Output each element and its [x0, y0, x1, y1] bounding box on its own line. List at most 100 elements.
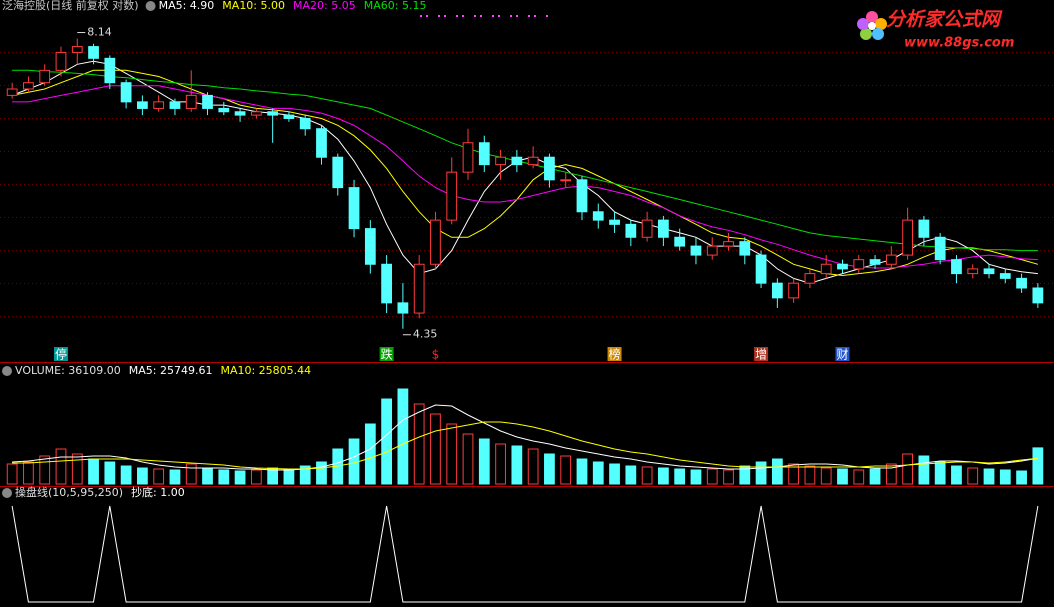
volume-bar — [723, 469, 734, 485]
panel-toggle — [2, 366, 12, 376]
candle-body — [918, 219, 930, 238]
candle-body — [820, 263, 832, 275]
candle-body — [885, 254, 897, 265]
volume-bar — [234, 470, 246, 485]
candle-body — [462, 142, 474, 173]
candle-body — [788, 282, 800, 299]
ma-line — [12, 421, 1038, 470]
volume-bar — [576, 458, 588, 485]
header-dot — [534, 15, 536, 17]
volume-bar — [625, 465, 637, 485]
candle-body — [413, 263, 425, 314]
candle-body — [6, 88, 18, 96]
volume-bar — [104, 461, 116, 485]
volume-bar — [267, 467, 279, 485]
volume-bar — [804, 465, 816, 485]
volume-bar — [137, 467, 148, 485]
header-dot — [456, 15, 458, 17]
candle-body — [202, 94, 213, 109]
legend-label: 抄底: 1.00 — [131, 485, 185, 499]
ma-line — [12, 69, 1039, 277]
volume-bar — [690, 469, 702, 485]
volume-bar — [430, 413, 441, 485]
candle-body — [983, 268, 995, 275]
volume-bar — [527, 448, 539, 485]
legend-label: 操盘线(10,5,95,250) — [15, 485, 123, 499]
volume-bar — [55, 448, 67, 485]
header-dot — [438, 15, 440, 17]
volume-bar — [1032, 447, 1044, 485]
candle-body — [755, 254, 767, 284]
volume-bar — [755, 461, 767, 485]
candle-body — [674, 236, 686, 247]
candle-body — [853, 259, 865, 270]
header-dot — [420, 15, 422, 17]
candle-body — [739, 241, 751, 256]
volume-bar — [999, 469, 1011, 485]
volume-bar — [202, 468, 213, 485]
candle-body — [869, 259, 881, 265]
legend-label: MA60: 5.15 — [364, 0, 427, 12]
volume-bar — [967, 467, 979, 485]
candle-body — [88, 46, 99, 59]
header-dot — [516, 15, 518, 17]
volume-bar — [609, 463, 620, 485]
annotation: 8.14 — [87, 26, 112, 39]
volume-bar — [283, 468, 295, 485]
volume-bar — [299, 465, 311, 485]
candle-body — [137, 101, 148, 109]
candle-body — [723, 241, 734, 247]
volume-bar — [560, 455, 572, 485]
candle-body — [478, 142, 490, 166]
header-dot — [498, 15, 500, 17]
ma-line — [12, 85, 1038, 269]
volume-bar — [918, 455, 930, 485]
candle-body — [299, 117, 311, 130]
header-dot — [480, 15, 482, 17]
candle-body — [1016, 277, 1027, 289]
candle-body — [771, 282, 783, 299]
legend-label: VOLUME: 36109.00 — [15, 364, 121, 377]
candle-body — [283, 114, 295, 119]
volume-bar — [544, 453, 555, 485]
candle-body — [39, 69, 51, 84]
header-dot — [444, 15, 446, 17]
header-dot — [546, 15, 548, 17]
volume-bar — [592, 461, 604, 485]
candle-body — [250, 111, 262, 116]
panel-toggle — [2, 488, 12, 498]
header-dot — [462, 15, 464, 17]
volume-bar — [495, 443, 506, 485]
volume-bar — [185, 463, 197, 485]
candle-body — [169, 101, 181, 109]
volume-bar — [462, 433, 474, 485]
event-label: 财 — [836, 348, 848, 362]
volume-bar — [511, 445, 523, 485]
event-label: 榜 — [609, 347, 621, 362]
volume-bar — [1016, 470, 1027, 485]
legend-label: MA10: 5.00 — [222, 0, 285, 12]
candle-body — [902, 219, 913, 256]
event-label: $ — [432, 348, 440, 362]
event-badge — [379, 347, 394, 361]
candle-body — [185, 94, 197, 109]
volume-bar — [153, 468, 165, 485]
volume-bar — [169, 469, 181, 485]
legend-label: MA20: 5.05 — [293, 0, 356, 12]
event-badge — [53, 347, 68, 361]
candle-body — [706, 245, 718, 256]
volume-bar — [820, 467, 832, 485]
candle-body — [348, 187, 360, 230]
volume-bar — [413, 403, 425, 485]
volume-bar — [885, 463, 897, 485]
ma-line — [12, 69, 1038, 252]
panel-toggle — [145, 1, 156, 11]
volume-bar — [934, 461, 946, 485]
volume-bar — [364, 423, 376, 485]
volume-bar — [446, 423, 458, 485]
header-dot — [426, 15, 428, 17]
candle-body — [397, 302, 409, 314]
candle-body — [55, 51, 67, 71]
volume-bar — [641, 466, 653, 485]
volume-bar — [739, 465, 751, 485]
